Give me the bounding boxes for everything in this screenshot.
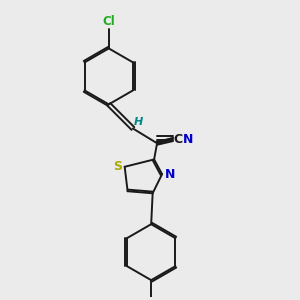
Text: C: C	[174, 133, 183, 146]
Text: H: H	[134, 117, 143, 127]
Text: S: S	[113, 160, 122, 173]
Text: N: N	[164, 168, 175, 181]
Text: Cl: Cl	[102, 15, 115, 28]
Text: N: N	[183, 133, 193, 146]
